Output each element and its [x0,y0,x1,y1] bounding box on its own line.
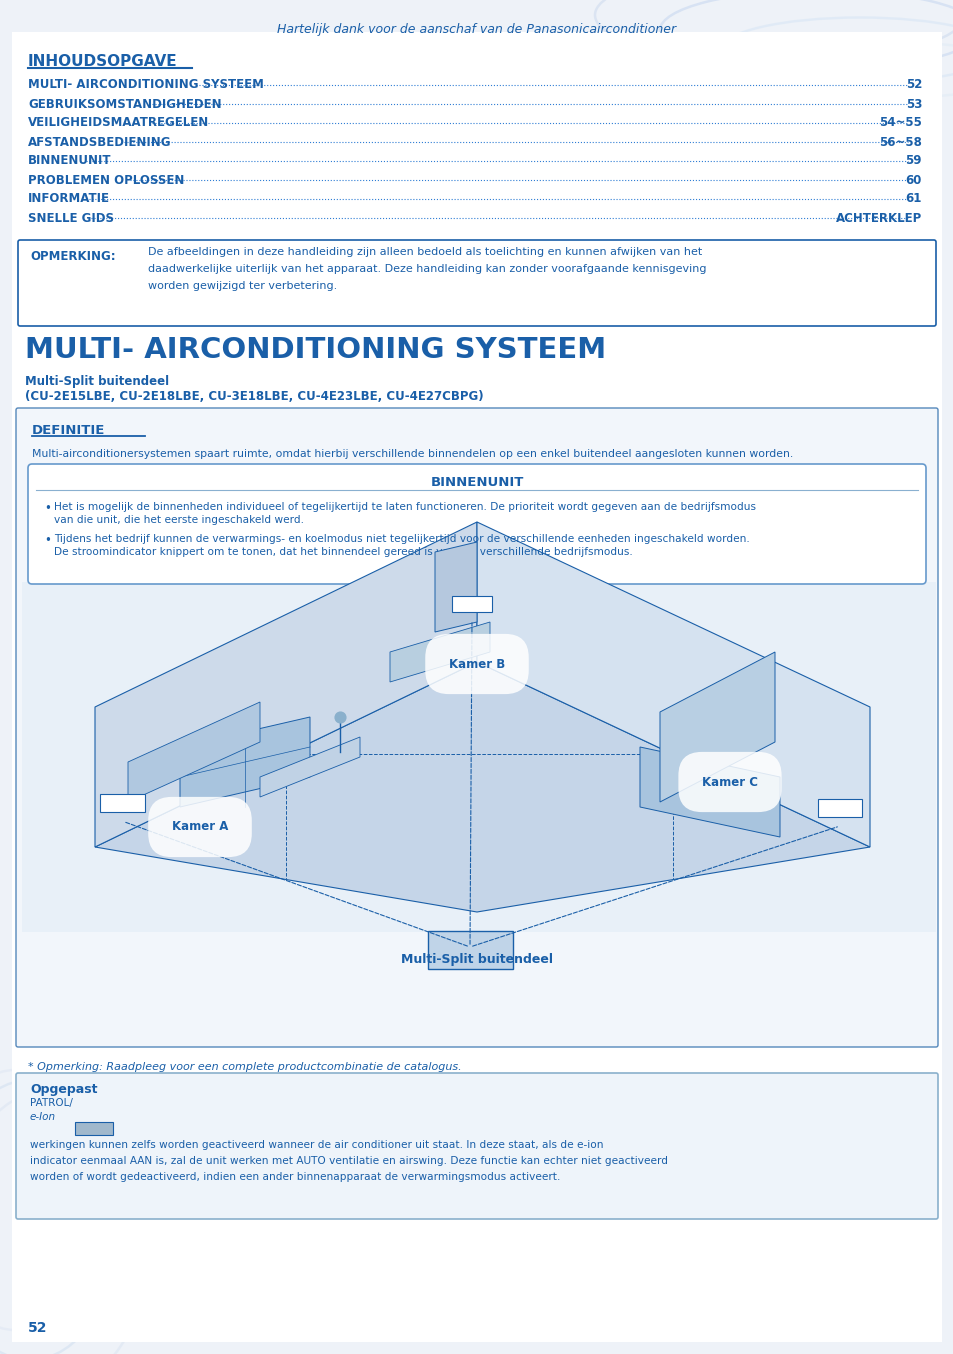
Polygon shape [639,747,780,837]
Text: 53: 53 [904,97,921,111]
Text: ACHTERKLEP: ACHTERKLEP [835,211,921,225]
Bar [75,1122,112,1135]
Text: INHOUDSOPGAVE: INHOUDSOPGAVE [28,54,177,69]
Text: SNELLE GIDS: SNELLE GIDS [28,211,113,225]
Polygon shape [659,653,774,802]
Text: 56~58: 56~58 [879,135,921,149]
Polygon shape [390,621,490,682]
Text: Multi-Split buitendeel: Multi-Split buitendeel [25,375,169,389]
Text: worden of wordt gedeactiveerd, indien een ander binnenapparaat de verwarmingsmod: worden of wordt gedeactiveerd, indien ee… [30,1173,559,1182]
Polygon shape [435,542,476,632]
Polygon shape [180,718,310,807]
Text: Hartelijk dank voor de aanschaf van de Panasonicairconditioner: Hartelijk dank voor de aanschaf van de P… [277,23,676,37]
FancyBboxPatch shape [16,1072,937,1219]
Text: AFSTANDSBEDIENING: AFSTANDSBEDIENING [28,135,172,149]
FancyBboxPatch shape [16,408,937,1047]
Text: OPMERKING:: OPMERKING: [30,249,115,263]
FancyBboxPatch shape [28,464,925,584]
Text: DEFINITIE: DEFINITIE [32,424,105,436]
Polygon shape [128,701,260,802]
Bar [428,932,513,969]
Text: Opgepast: Opgepast [30,1082,97,1095]
Text: daadwerkelijke uiterlijk van het apparaat. Deze handleiding kan zonder voorafgaa: daadwerkelijke uiterlijk van het apparaa… [148,264,706,274]
Polygon shape [260,737,359,798]
Text: Multi-airconditionersystemen spaart ruimte, omdat hierbij verschillende binnende: Multi-airconditionersystemen spaart ruim… [32,450,792,459]
Text: MULTI- AIRCONDITIONING SYSTEEM: MULTI- AIRCONDITIONING SYSTEEM [28,79,264,92]
Text: Tijdens het bedrijf kunnen de verwarmings- en koelmodus niet tegelijkertijd voor: Tijdens het bedrijf kunnen de verwarming… [54,533,749,544]
Text: 54~55: 54~55 [879,116,921,130]
Text: 59: 59 [904,154,921,168]
Polygon shape [95,662,869,913]
Text: Het is mogelijk de binnenheden individueel of tegelijkertijd te laten functioner: Het is mogelijk de binnenheden individue… [54,502,755,512]
Text: Kamer B: Kamer B [449,658,504,670]
Bar [100,793,145,812]
Text: VEILIGHEIDSMAATREGELEN: VEILIGHEIDSMAATREGELEN [28,116,209,130]
Text: 52: 52 [28,1322,48,1335]
Bar [452,596,492,612]
Text: Multi-Split buitendeel: Multi-Split buitendeel [400,953,553,967]
Text: werkingen kunnen zelfs worden geactiveerd wanneer de air conditioner uit staat. : werkingen kunnen zelfs worden geactiveer… [30,1140,603,1150]
Text: 61: 61 [904,192,921,206]
Text: •: • [44,533,51,547]
Text: * Opmerking: Raadpleeg voor een complete productcombinatie de catalogus.: * Opmerking: Raadpleeg voor een complete… [28,1062,461,1072]
Text: 52: 52 [904,79,921,92]
Point [332,707,347,728]
Text: (CU-2E15LBE, CU-2E18LBE, CU-3E18LBE, CU-4E23LBE, CU-4E27CBPG): (CU-2E15LBE, CU-2E18LBE, CU-3E18LBE, CU-… [25,390,483,402]
Text: PROBLEMEN OPLOSSEN: PROBLEMEN OPLOSSEN [28,173,184,187]
Text: Kamer A: Kamer A [172,821,228,834]
Bar [817,799,862,816]
Polygon shape [476,523,869,848]
Bar [22,582,935,932]
Text: indicator eenmaal AAN is, zal de unit werken met AUTO ventilatie en airswing. De: indicator eenmaal AAN is, zal de unit we… [30,1156,667,1166]
Text: De afbeeldingen in deze handleiding zijn alleen bedoeld als toelichting en kunne: De afbeeldingen in deze handleiding zijn… [148,246,701,257]
Text: worden gewijzigd ter verbetering.: worden gewijzigd ter verbetering. [148,282,337,291]
Text: e-Ion: e-Ion [30,1112,56,1122]
Text: PATROL/: PATROL/ [30,1098,72,1108]
Text: Kamer C: Kamer C [701,776,758,788]
Text: BINNENUNIT: BINNENUNIT [28,154,112,168]
FancyBboxPatch shape [18,240,935,326]
Text: INFORMATIE: INFORMATIE [28,192,110,206]
Polygon shape [95,523,477,848]
Text: 60: 60 [904,173,921,187]
Text: MULTI- AIRCONDITIONING SYSTEEM: MULTI- AIRCONDITIONING SYSTEEM [25,336,605,364]
Text: De stroomindicator knippert om te tonen, dat het binnendeel gereed is voor de ve: De stroomindicator knippert om te tonen,… [54,547,632,556]
Text: •: • [44,502,51,515]
Text: GEBRUIKSOMSTANDIGHEDEN: GEBRUIKSOMSTANDIGHEDEN [28,97,221,111]
Text: BINNENUNIT: BINNENUNIT [430,475,523,489]
Text: van die unit, die het eerste ingeschakeld werd.: van die unit, die het eerste ingeschakel… [54,515,304,525]
